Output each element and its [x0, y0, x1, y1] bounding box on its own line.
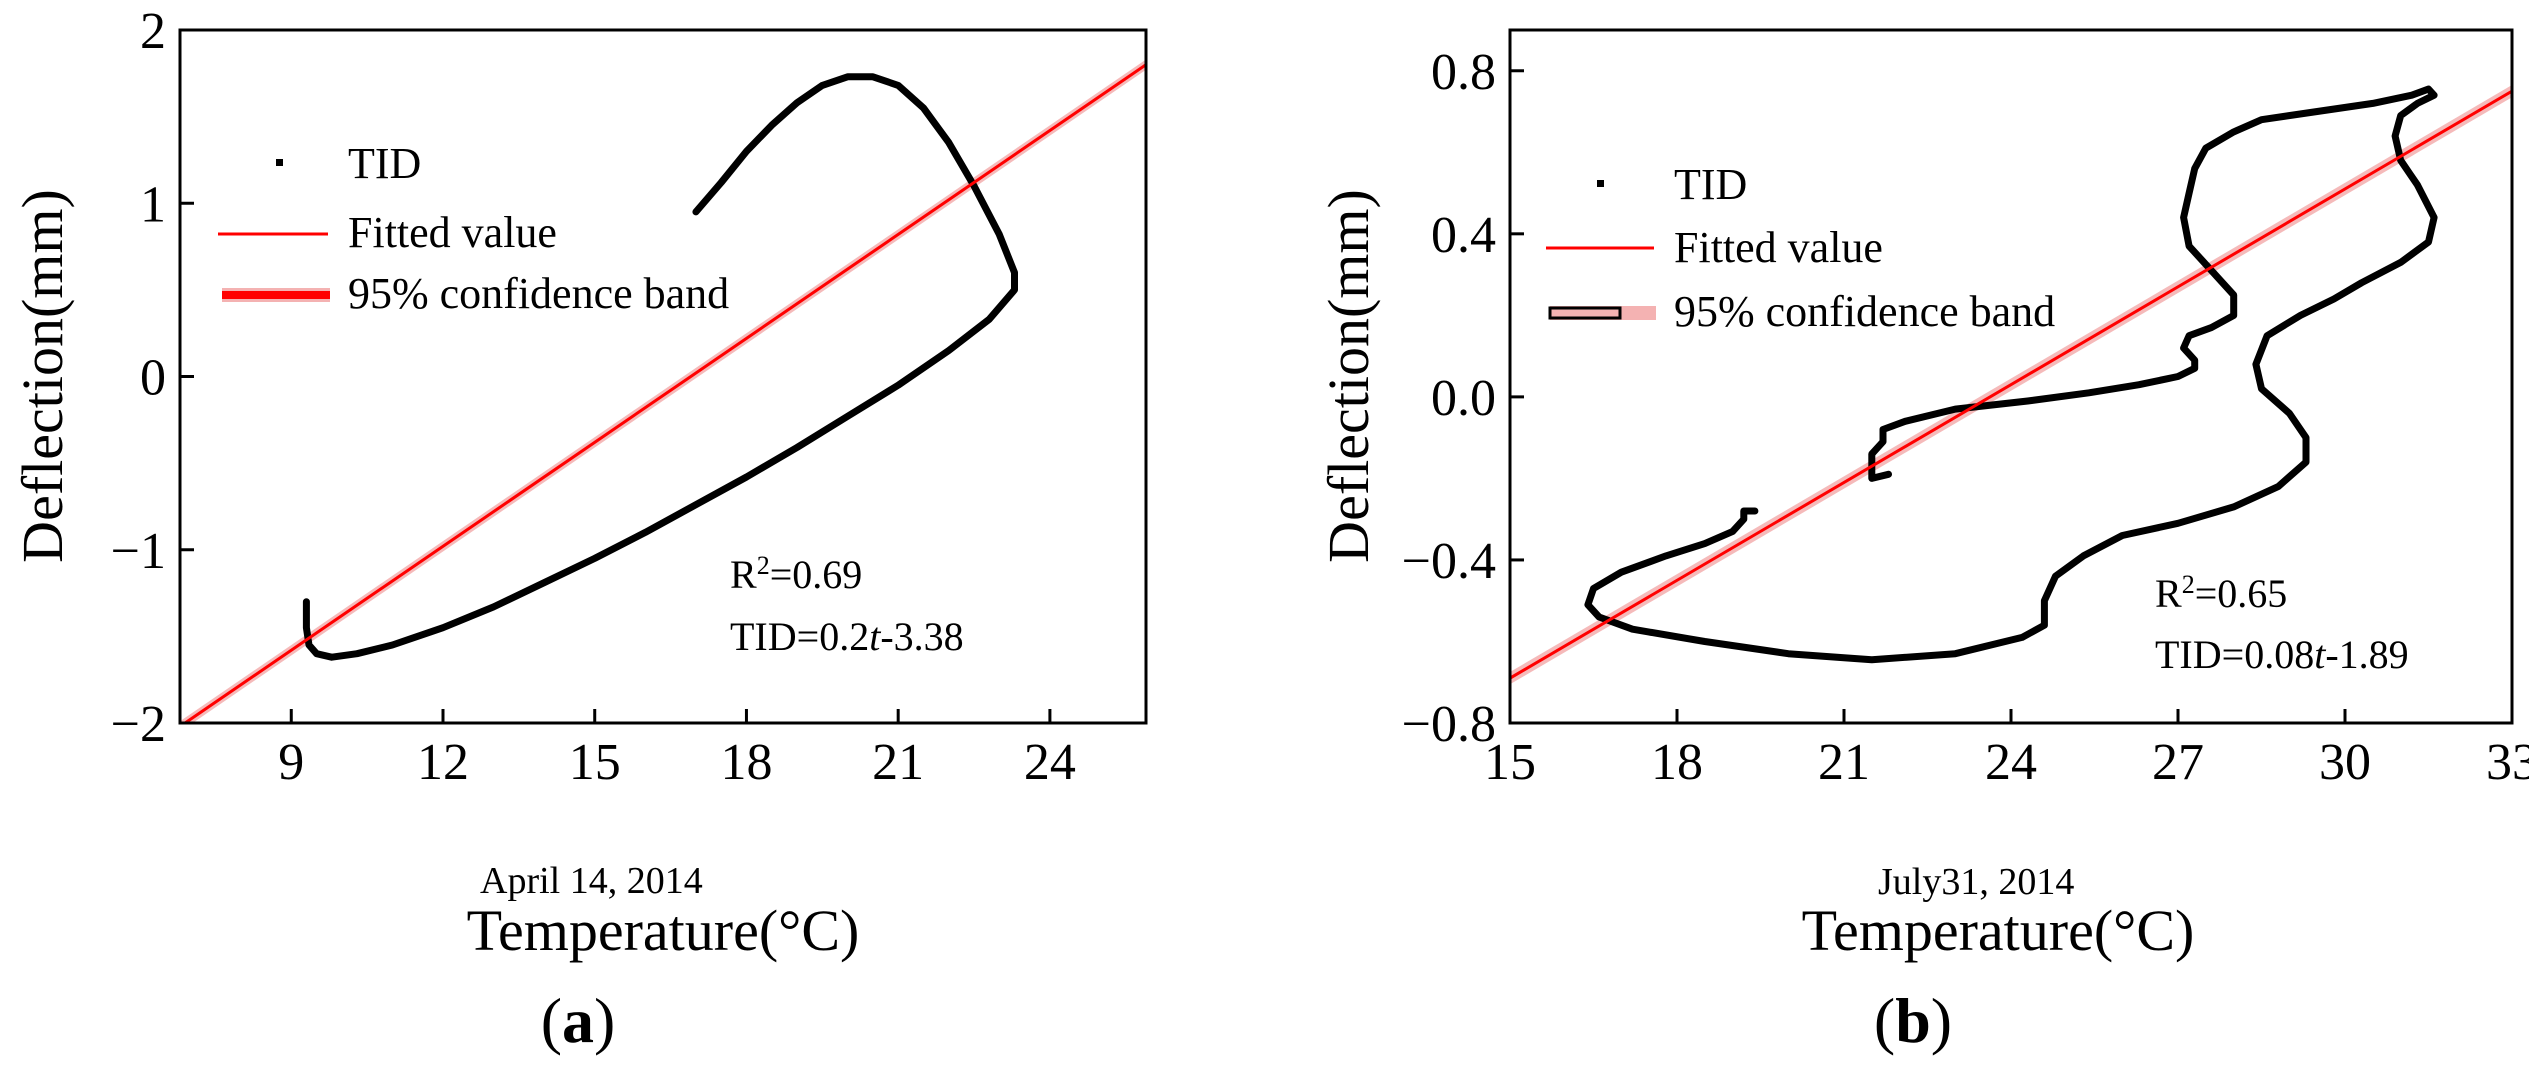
- equation-label-a: TID=0.2t-3.38: [730, 614, 964, 659]
- legend-label-tid-b: TID: [1674, 160, 1747, 209]
- y-axis-label-b: Deflection(mm): [1316, 189, 1381, 563]
- legend-marker-tid-a: [276, 159, 283, 166]
- y-tick-label-b: 0.0: [1431, 370, 1496, 427]
- x-tick-label-b: 33: [2486, 734, 2529, 791]
- y-axis-label-a: Deflection(mm): [10, 189, 75, 563]
- legend-a: TID Fitted value 95% confidence band: [218, 139, 729, 318]
- x-tick-label-a: 12: [417, 734, 469, 791]
- confidence-band-a: [180, 59, 1146, 723]
- y-tick-label-a: 2: [140, 3, 166, 60]
- fitted-line-a: [182, 63, 1146, 723]
- equation-label-b: TID=0.08t-1.89: [2155, 632, 2409, 677]
- r-squared-label-b: R2=0.65: [2155, 570, 2287, 617]
- y-tick-label-b: 0.4: [1431, 207, 1496, 264]
- legend-label-fit-a: Fitted value: [348, 208, 557, 257]
- r-squared-label-a: R2=0.69: [730, 551, 862, 598]
- fitted-line-b: [1510, 89, 2512, 680]
- y-tick-label-a: −2: [111, 696, 166, 753]
- x-tick-label-b: 15: [1484, 734, 1536, 791]
- x-tick-label-b: 18: [1651, 734, 1703, 791]
- plot-area-a: [180, 59, 1146, 723]
- plot-frame-b: [1508, 28, 2514, 725]
- panel-label-a: (a): [541, 985, 616, 1056]
- x-tick-label-a: 24: [1024, 734, 1076, 791]
- y-tick-label-b: −0.4: [1402, 533, 1496, 590]
- x-tick-label-b: 24: [1985, 734, 2037, 791]
- legend-label-tid-a: TID: [348, 139, 421, 188]
- legend-label-band-b: 95% confidence band: [1674, 287, 2055, 336]
- x-tick-label-b: 21: [1818, 734, 1870, 791]
- x-tick-label-a: 9: [278, 734, 304, 791]
- panel-b: 15 18 21 24 27 30 33 0.8 0.4 0.0 −0.4 −0.8 TID Fit…: [1316, 28, 2529, 1056]
- x-axis-label-b: Temperature(°C): [1802, 898, 2195, 963]
- y-tick-label-a: 1: [140, 176, 166, 233]
- x-tick-label-a: 18: [720, 734, 772, 791]
- plot-frame-a: [178, 28, 1148, 725]
- legend-marker-tid-b: [1597, 180, 1604, 187]
- y-axis-ticks-b: 0.8 0.4 0.0 −0.4 −0.8: [1402, 44, 1524, 753]
- x-tick-label-a: 15: [569, 734, 621, 791]
- legend-label-fit-b: Fitted value: [1674, 223, 1883, 272]
- plot-area-b: [1510, 85, 2512, 685]
- x-tick-label-b: 27: [2152, 734, 2204, 791]
- panel-a: 9 12 15 18 21 24 210−1−2 TID Fitted value 95%…: [10, 3, 1148, 1056]
- y-tick-label-a: −1: [111, 523, 166, 580]
- series-line-b-0: [1584, 85, 2438, 664]
- x-tick-label-b: 30: [2319, 734, 2371, 791]
- x-axis-ticks-b: 15 18 21 24 27 30 33: [1484, 709, 2529, 791]
- x-axis-ticks-a: 9 12 15 18 21 24: [278, 709, 1076, 791]
- date-label-b: July31, 2014: [1878, 861, 2074, 903]
- date-label-a: April 14, 2014: [480, 860, 703, 902]
- panel-label-b: (b): [1874, 985, 1952, 1056]
- y-axis-ticks-a: 2 1 0 −1 −2: [111, 3, 194, 753]
- y-tick-label-a: 0: [140, 350, 166, 407]
- x-tick-label-a: 21: [872, 734, 924, 791]
- series-line-a-0: [302, 73, 1018, 661]
- y-tick-label-b: 0.8: [1431, 44, 1496, 101]
- legend-label-band-a: 95% confidence band: [348, 269, 729, 318]
- x-axis-label-a: Temperature(°C): [467, 898, 860, 963]
- y-tick-label-b: −0.8: [1402, 696, 1496, 753]
- legend-b: TID Fitted value 95% confidence band: [1546, 160, 2055, 336]
